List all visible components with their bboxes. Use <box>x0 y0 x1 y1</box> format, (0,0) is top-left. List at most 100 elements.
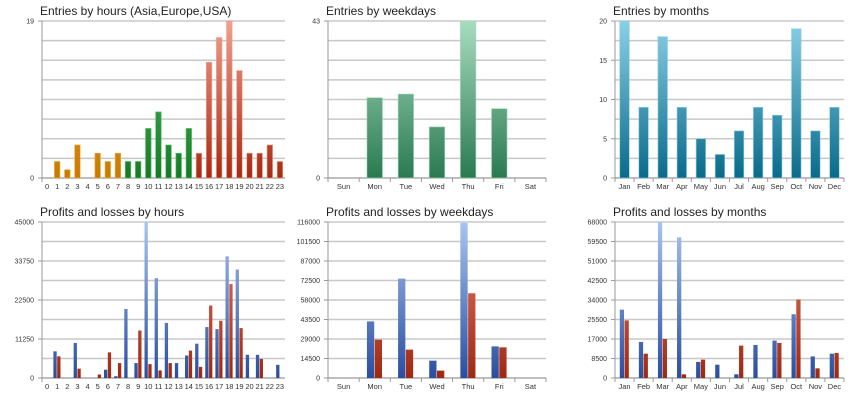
x-tick-label: Sat <box>525 182 537 191</box>
bar-profits-Apr <box>677 237 682 378</box>
y-tick-label: 11250 <box>15 337 34 344</box>
bar-losses-Tue <box>405 349 414 378</box>
x-tick-label: 0 <box>45 382 49 391</box>
y-tick-label: 72500 <box>301 278 321 285</box>
x-tick-label: 10 <box>144 382 152 391</box>
bar-Mon <box>366 97 383 179</box>
chart-entries-months: Entries by months 0 5 10 15 20 Jan Feb Mar Apr May… <box>599 4 845 191</box>
chart-pl-months: Profits and losses by months 0 8500 17000 25… <box>588 205 845 391</box>
x-tick-label: Jul <box>734 182 744 191</box>
y-tick-label: 34000 <box>588 298 608 305</box>
x-tick-label: Tue <box>400 182 413 191</box>
bar-losses-Fri <box>499 347 507 378</box>
bar-losses-Nov <box>815 368 820 378</box>
x-tick-label: Mon <box>367 382 382 391</box>
x-tick-label: 11 <box>155 182 163 191</box>
bar-17 <box>216 37 223 179</box>
x-tick-label: Dec <box>828 382 842 391</box>
bar-9 <box>135 161 142 179</box>
bar-Jun <box>714 154 726 179</box>
x-tick-label: 6 <box>106 182 110 191</box>
bar-Mar <box>657 36 668 179</box>
bar-losses-19 <box>239 328 243 378</box>
bar-profits-Thu <box>460 222 468 378</box>
bar-losses-11 <box>158 370 162 378</box>
x-tick-label: 15 <box>195 382 203 391</box>
bar-profits-Sep <box>772 340 777 378</box>
x-tick-label: 9 <box>136 382 140 391</box>
x-tick-label: Jan <box>618 182 630 191</box>
x-tick-label: 10 <box>144 182 152 191</box>
x-tick-label: 21 <box>256 382 264 391</box>
bar-profits-Jan <box>619 309 625 378</box>
x-tick-label: 2 <box>65 382 69 391</box>
bar-Dec <box>829 107 840 179</box>
x-tick-label: 12 <box>164 182 172 191</box>
x-tick-label: 8 <box>126 182 130 191</box>
x-tick-label: 22 <box>266 182 274 191</box>
y-tick-label: 17000 <box>588 337 608 344</box>
bar-profits-6 <box>104 369 108 378</box>
bar-13 <box>175 152 182 179</box>
bar-losses-Feb <box>643 353 648 378</box>
x-tick-label: Mon <box>367 182 382 191</box>
y-tick-label: 14500 <box>301 356 321 363</box>
chart-title: Entries by weekdays <box>326 4 436 18</box>
x-tick-label: Jun <box>714 382 726 391</box>
y-tick-label: 45000 <box>15 220 35 227</box>
bar-losses-10 <box>148 364 152 378</box>
y-tick-label: 0 <box>316 176 320 183</box>
x-tick-label: Jun <box>714 182 726 191</box>
x-tick-label: Sep <box>771 382 784 391</box>
bar-losses-5 <box>97 374 101 378</box>
bar-profits-Mar <box>657 222 663 378</box>
x-tick-label: 17 <box>215 182 223 191</box>
x-tick-label: 13 <box>175 182 183 191</box>
bar-losses-Jul <box>739 345 744 378</box>
bar-Aug <box>753 107 764 179</box>
chart-title: Profits and losses by weekdays <box>326 205 493 219</box>
y-tick-label: 0 <box>30 176 34 183</box>
bar-losses-Thu <box>468 293 476 378</box>
bar-18 <box>226 20 233 179</box>
x-tick-label: Wed <box>429 382 444 391</box>
bar-Oct <box>791 28 802 179</box>
x-tick-label: 3 <box>75 182 79 191</box>
x-tick-label: Apr <box>676 382 688 391</box>
x-tick-label: Fri <box>495 382 504 391</box>
x-tick-label: 23 <box>276 382 284 391</box>
x-tick-label: 0 <box>45 182 49 191</box>
x-tick-label: 7 <box>116 382 120 391</box>
bar-5 <box>94 152 101 179</box>
x-tick-label: 1 <box>55 182 59 191</box>
x-tick-label: Feb <box>637 182 650 191</box>
bar-losses-Oct <box>796 299 801 378</box>
x-tick-label: 12 <box>164 382 172 391</box>
bar-Fri <box>491 108 508 179</box>
y-tick-label: 51000 <box>588 259 608 266</box>
x-tick-label: Jul <box>734 382 744 391</box>
x-tick-label: Thu <box>462 382 475 391</box>
x-tick-label: Sun <box>337 182 350 191</box>
bar-profits-21 <box>255 354 260 378</box>
bar-losses-Jan <box>624 320 629 378</box>
bar-1 <box>54 161 61 179</box>
bar-profits-Tue <box>398 278 406 378</box>
bar-Jan <box>619 20 630 179</box>
x-tick-label: 16 <box>205 382 213 391</box>
y-tick-label: 87000 <box>301 259 321 266</box>
bar-14 <box>185 128 192 179</box>
y-tick-label: 15 <box>599 58 607 65</box>
bar-losses-Sep <box>777 342 782 378</box>
x-tick-label: 14 <box>185 382 193 391</box>
x-tick-label: 18 <box>225 182 233 191</box>
y-tick-label: 0 <box>30 376 34 383</box>
y-tick-label: 8500 <box>591 356 607 363</box>
bar-losses-1 <box>57 356 61 378</box>
bar-profits-3 <box>73 342 77 378</box>
y-tick-label: 43 <box>312 19 320 26</box>
bar-22 <box>266 144 273 179</box>
x-tick-label: 14 <box>185 182 193 191</box>
y-tick-label: 20 <box>599 19 607 26</box>
